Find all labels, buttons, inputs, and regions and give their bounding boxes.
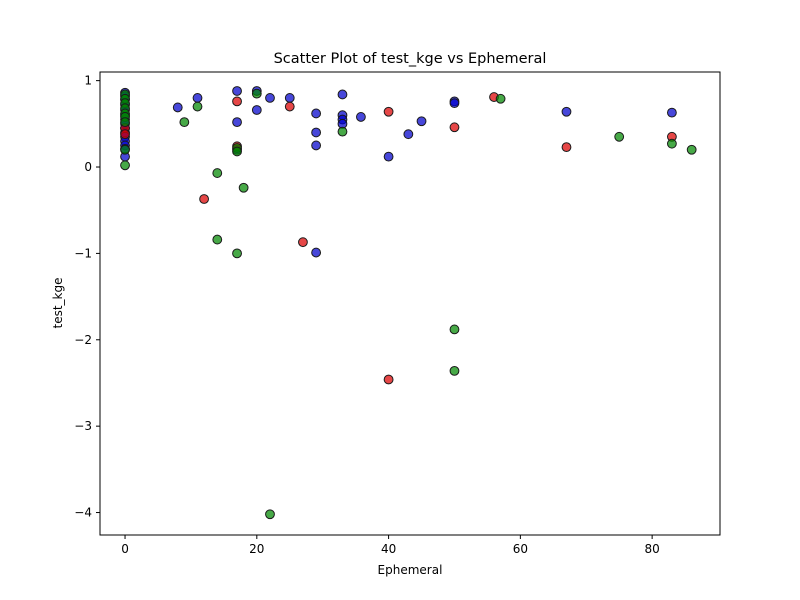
scatter-point-s0-26: [311, 140, 322, 151]
scatter-point-s2-12: [212, 234, 223, 245]
scatter-point-s2-11: [212, 168, 223, 178]
scatter-point-s0-33: [383, 151, 394, 162]
scatter-point-s1-11: [561, 142, 572, 153]
scatter-point-s0-34: [403, 129, 414, 140]
x-tick-label: 40: [381, 542, 396, 556]
scatter-point-s0-27: [311, 247, 322, 258]
scatter-point-s0-21: [251, 105, 262, 115]
scatter-point-s2-10: [192, 101, 203, 112]
y-tick-label: −3: [74, 419, 92, 433]
scatter-point-s2-7: [120, 144, 130, 155]
scatter-point-s2-21: [449, 365, 460, 376]
y-tick-label: −2: [74, 333, 92, 347]
scatter-point-s0-15: [172, 102, 183, 113]
scatter-point-s2-24: [667, 138, 677, 149]
x-tick-label: 20: [249, 542, 264, 556]
scatter-point-s0-18: [232, 117, 242, 127]
scatter-point-s2-15: [232, 248, 242, 259]
scatter-point-s2-6: [120, 117, 130, 127]
x-tick-label: 60: [513, 542, 528, 556]
scatter-point-s2-19: [337, 126, 348, 137]
scatter-point-s0-25: [311, 127, 322, 138]
scatter-point-s0-37: [449, 98, 460, 108]
y-axis-label: test_kge: [51, 278, 65, 329]
points-layer: [120, 86, 697, 520]
y-tick-label: −4: [74, 506, 92, 520]
scatter-point-s2-25: [686, 144, 697, 155]
scatter-point-s2-20: [449, 324, 460, 335]
y-tick-label: 1: [84, 74, 92, 88]
scatter-point-s2-16: [238, 182, 249, 193]
scatter-point-s0-28: [337, 89, 348, 100]
scatter-point-s2-14: [232, 146, 242, 157]
y-tick-label: −1: [74, 246, 92, 260]
scatter-point-s1-6: [298, 237, 308, 248]
scatter-point-s0-38: [561, 106, 572, 117]
y-tick-label: 0: [84, 160, 92, 174]
chart-title: Scatter Plot of test_kge vs Ephemeral: [274, 51, 547, 67]
scatter-point-s0-32: [356, 112, 366, 122]
scatter-point-s2-9: [179, 117, 190, 127]
scatter-point-s1-5: [284, 101, 295, 112]
x-axis-label: Ephemeral: [378, 563, 443, 577]
scatter-point-s1-3: [232, 96, 242, 107]
scatter-point-s0-22: [265, 93, 275, 103]
scatter-point-s0-23: [284, 93, 295, 103]
plot-frame: [99, 71, 721, 536]
scatter-point-s1-2: [199, 194, 210, 204]
scatter-point-s2-8: [120, 160, 130, 171]
y-axis: 1 0 −1 −2 −3 −4: [74, 74, 100, 520]
scatter-point-s2-18: [265, 509, 275, 520]
scatter-point-s0-24: [311, 108, 322, 119]
x-axis: 0 20 40 60 80: [121, 535, 660, 556]
scatter-point-s1-1: [120, 129, 130, 140]
scatter-point-s1-8: [383, 374, 394, 385]
scatter-point-s2-17: [251, 88, 262, 99]
scatter-point-s2-23: [614, 131, 625, 142]
scatter-point-s0-35: [416, 116, 427, 127]
scatter-point-s0-16: [192, 93, 203, 103]
x-tick-label: 80: [644, 542, 659, 556]
x-tick-label: 0: [121, 542, 129, 556]
scatter-point-s2-22: [495, 93, 506, 104]
scatter-point-s0-39: [667, 107, 677, 118]
scatter-point-s0-17: [232, 86, 242, 96]
scatter-point-s1-7: [383, 106, 394, 117]
scatter-point-s1-9: [449, 122, 460, 133]
